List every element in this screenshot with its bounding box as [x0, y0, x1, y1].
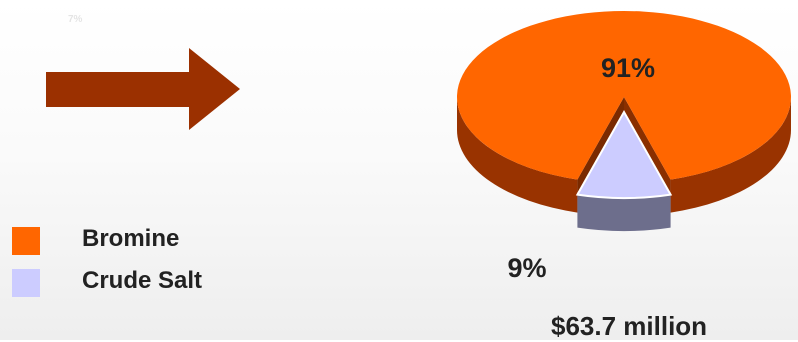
crude-salt-value-label: 9% — [507, 253, 546, 283]
crude-salt-slice — [575, 109, 673, 199]
legend-label-crude-salt: Crude Salt — [82, 267, 203, 294]
crude-salt-side — [577, 194, 671, 231]
bromine-slice — [457, 10, 791, 180]
faint-watermark-text: 7% — [68, 14, 83, 25]
right-arrow-icon — [46, 48, 240, 130]
legend-label-bromine: Bromine — [82, 225, 180, 252]
legend-swatch-crude-salt — [12, 269, 40, 297]
bromine-side-left — [457, 97, 578, 213]
bromine-value-label: 91% — [601, 53, 655, 83]
legend-swatch-bromine — [12, 227, 40, 255]
chart-total-label: $63.7 million — [551, 311, 708, 341]
bromine-side-right — [670, 97, 791, 213]
